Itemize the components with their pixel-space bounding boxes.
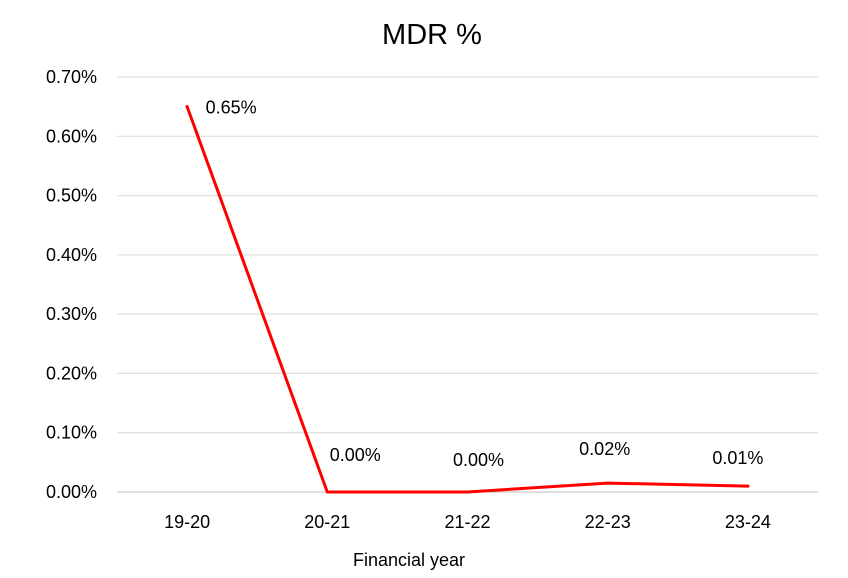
data-label: 0.65% [206,98,257,118]
gridlines [117,76,818,493]
data-point [746,484,750,488]
x-tick-label: 22-23 [585,512,631,532]
data-label: 0.00% [453,450,504,470]
x-tick-label: 23-24 [725,512,771,532]
y-tick-label: 0.10% [46,423,97,443]
y-tick-label: 0.00% [46,482,97,502]
data-label: 0.01% [712,448,763,468]
y-tick-label: 0.70% [46,67,97,87]
y-tick-label: 0.60% [46,126,97,146]
data-label: 0.00% [330,445,381,465]
x-tick-label: 19-20 [164,512,210,532]
data-labels: 0.65% 0.00% 0.00% 0.02% 0.01% [206,98,764,470]
data-point [325,490,329,494]
data-point [185,105,189,109]
y-axis-tick-labels: 0.00% 0.10% 0.20% 0.30% 0.40% 0.50% 0.60% 0.70% [46,67,97,502]
x-axis-tick-labels: 19-20 20-21 21-22 22-23 23-24 [164,512,771,532]
x-tick-label: 21-22 [444,512,490,532]
series-layer [185,105,750,494]
y-tick-label: 0.30% [46,304,97,324]
data-label: 0.02% [579,439,630,459]
chart-title: MDR % [382,19,482,51]
y-tick-label: 0.50% [46,186,97,206]
data-point [606,481,610,485]
y-tick-label: 0.40% [46,245,97,265]
data-point [466,490,469,494]
y-tick-label: 0.20% [46,363,97,383]
x-axis-title: Financial year [353,550,465,570]
series-line [185,105,750,494]
x-tick-label: 20-21 [304,512,350,532]
